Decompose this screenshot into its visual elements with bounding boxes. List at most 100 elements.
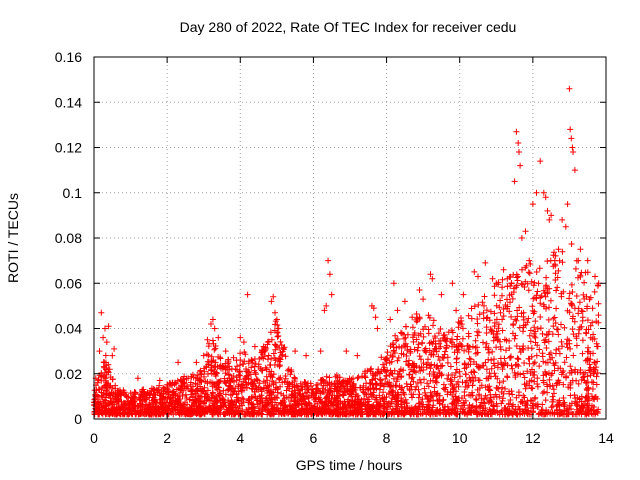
- data-point: [263, 373, 270, 380]
- data-point: [528, 384, 535, 391]
- data-point: [376, 386, 383, 393]
- data-point: [499, 284, 506, 291]
- data-point: [326, 381, 333, 388]
- data-point: [409, 314, 416, 321]
- data-point: [546, 328, 553, 335]
- data-point: [314, 381, 321, 388]
- data-point: [483, 366, 490, 373]
- data-point: [288, 391, 295, 398]
- data-point: [106, 400, 113, 407]
- data-point: [589, 319, 596, 326]
- data-point: [522, 278, 529, 285]
- data-point: [546, 376, 553, 383]
- data-point: [476, 385, 483, 392]
- data-point: [411, 330, 418, 336]
- data-point: [222, 360, 229, 367]
- data-point: [570, 313, 576, 320]
- data-point: [137, 410, 144, 417]
- data-point: [544, 207, 551, 214]
- data-point: [193, 359, 200, 366]
- data-point: [522, 385, 529, 392]
- data-point: [537, 158, 544, 165]
- data-point: [340, 392, 347, 399]
- data-point: [426, 340, 433, 347]
- data-point: [188, 373, 195, 380]
- data-point: [317, 377, 324, 384]
- data-point: [588, 379, 595, 385]
- data-point: [507, 299, 513, 306]
- data-point: [465, 333, 472, 340]
- data-point: [493, 316, 500, 323]
- data-point: [566, 406, 573, 413]
- data-point: [483, 330, 490, 336]
- data-point: [476, 391, 483, 398]
- data-point: [419, 396, 426, 403]
- data-point: [520, 313, 527, 320]
- data-point: [413, 336, 420, 343]
- data-point: [289, 383, 296, 390]
- data-point: [252, 360, 259, 367]
- data-point: [435, 330, 442, 337]
- data-point: [482, 344, 489, 351]
- data-point: [254, 395, 261, 402]
- data-point: [208, 358, 215, 365]
- data-point: [403, 358, 410, 365]
- data-point: [380, 389, 387, 396]
- data-point: [320, 407, 327, 413]
- data-point: [180, 376, 187, 383]
- data-point: [574, 394, 581, 401]
- data-point: [531, 308, 538, 315]
- data-point: [582, 329, 589, 336]
- data-point: [417, 368, 424, 374]
- x-tick-label: 8: [383, 430, 391, 446]
- data-point: [257, 395, 264, 402]
- data-point: [283, 394, 290, 401]
- data-point: [245, 397, 252, 404]
- data-point: [520, 392, 527, 399]
- data-point: [498, 360, 504, 366]
- data-point: [253, 386, 260, 393]
- data-point: [248, 376, 255, 383]
- data-point: [546, 304, 552, 311]
- data-point: [121, 389, 128, 396]
- data-point: [379, 395, 386, 402]
- data-point: [540, 411, 546, 418]
- data-point: [499, 292, 505, 299]
- data-point: [352, 393, 359, 400]
- data-point: [394, 307, 401, 314]
- data-point: [589, 305, 596, 312]
- data-point: [449, 400, 456, 406]
- data-point: [357, 399, 364, 406]
- data-point: [555, 379, 561, 386]
- data-point: [200, 352, 207, 359]
- data-point: [582, 357, 589, 364]
- data-point: [525, 355, 532, 362]
- data-point: [389, 370, 396, 377]
- data-point: [459, 379, 466, 386]
- data-point: [542, 397, 549, 404]
- data-point: [102, 411, 109, 418]
- data-point: [209, 402, 216, 409]
- data-point: [268, 410, 275, 417]
- data-point: [205, 361, 212, 368]
- data-point: [142, 396, 149, 403]
- data-point: [359, 373, 365, 380]
- data-point: [542, 336, 549, 343]
- data-point: [504, 374, 511, 381]
- data-point: [554, 284, 561, 291]
- data-point: [427, 365, 434, 372]
- data-point: [165, 402, 172, 409]
- data-point: [418, 379, 424, 386]
- data-point: [313, 398, 319, 405]
- data-point: [566, 340, 573, 347]
- data-point: [424, 380, 431, 387]
- data-point: [451, 374, 458, 381]
- data-point: [449, 407, 456, 414]
- data-point: [559, 369, 566, 376]
- data-point: [576, 299, 583, 306]
- data-point: [233, 399, 240, 406]
- data-point: [174, 400, 181, 407]
- data-point: [289, 403, 296, 410]
- data-point: [416, 353, 423, 360]
- y-tick-label: 0: [74, 411, 82, 427]
